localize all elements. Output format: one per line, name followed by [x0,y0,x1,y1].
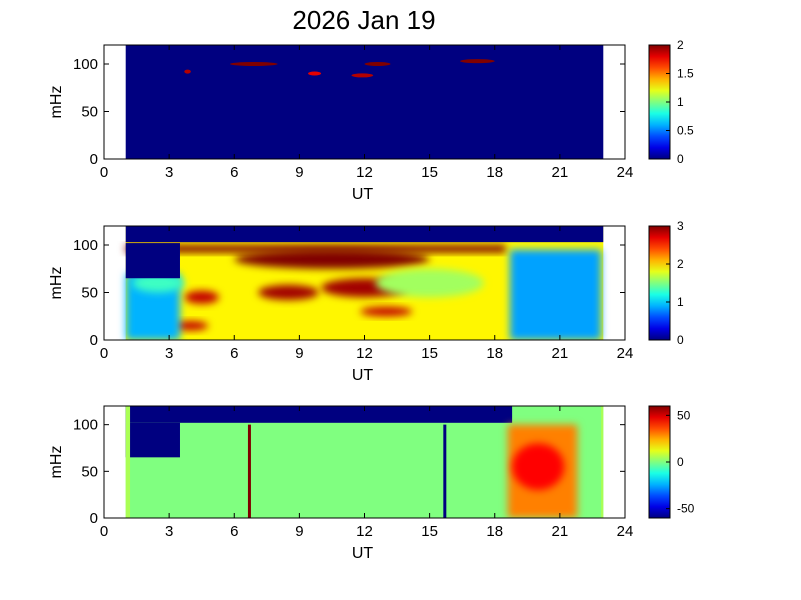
colorbar-tick-label: -50 [677,502,695,516]
feature-blob-6 [360,306,413,317]
heatmap-background [125,45,604,159]
feature-blob-4 [512,443,565,490]
colorbar-tick-label: 0 [677,333,684,347]
x-tick-label: 0 [100,164,108,181]
x-tick-label: 15 [421,345,438,362]
y-axis-label: mHz [48,86,65,119]
feature-blob-11 [375,268,484,298]
y-tick-label: 50 [81,285,98,302]
x-tick-label: 15 [421,523,438,540]
feature-streak-6 [308,71,322,76]
x-tick-label: 6 [230,523,238,540]
colorbar: 0 1 2 3 [648,219,684,347]
y-tick-label: 100 [73,417,98,434]
heatmap-2 [104,226,625,340]
y-tick-label: 50 [81,104,98,121]
x-tick-label: 18 [486,164,503,181]
feature-streak-1 [229,62,278,66]
x-tick-label: 3 [165,345,173,362]
colorbar: 0 0.5 1 1.5 2 [648,38,694,166]
feature-blob-2 [234,249,430,269]
colorbar: 50 0 -50 [648,405,695,519]
x-tick-label: 24 [617,164,634,181]
y-tick-label: 0 [90,510,98,527]
feature-gap-12 [125,226,604,243]
y-axis-label: mHz [48,267,65,300]
x-tick-label: 15 [421,164,438,181]
x-axis-label: UT [352,545,374,562]
panel-3: 0 3 6 9 12 15 18 21 24 0 50 100 UT mHz 50 0 -50 [48,405,695,562]
x-tick-label: 9 [295,345,303,362]
x-tick-label: 18 [486,345,503,362]
colorbar-tick-label: 0 [677,152,684,166]
x-tick-label: 9 [295,164,303,181]
x-tick-label: 6 [230,164,238,181]
x-tick-label: 12 [356,523,373,540]
x-tick-label: 0 [100,345,108,362]
x-axis-label: UT [352,367,374,384]
heatmap-1 [104,45,625,159]
colorbar-tick-label: 0.5 [677,124,694,138]
y-tick-label: 0 [90,151,98,168]
y-tick-label: 0 [90,332,98,349]
feature-blob-7 [173,321,209,331]
colorbar-tick-label: 2 [677,257,684,271]
x-tick-label: 3 [165,164,173,181]
colorbar-tick-label: 3 [677,219,684,233]
feature-gap-13 [125,243,180,279]
y-tick-label: 50 [81,463,98,480]
feature-streak-3 [351,73,374,78]
feature-streak-4 [460,59,495,64]
feature-edge-8 [601,406,604,518]
x-tick-label: 3 [165,523,173,540]
colorbar-tick-label: 50 [677,408,691,422]
feature-blob-5 [184,290,220,304]
heatmap-3 [104,406,625,518]
y-axis-label: mHz [48,446,65,479]
feature-edge-7 [125,406,131,518]
figure-title: 2026 Jan 19 [292,5,435,35]
feature-region-9 [509,249,602,340]
x-tick-label: 6 [230,345,238,362]
x-tick-label: 21 [552,345,569,362]
x-tick-label: 21 [552,164,569,181]
x-tick-label: 24 [617,523,634,540]
y-tick-label: 100 [73,56,98,73]
colorbar-tick-label: 1 [677,95,684,109]
x-tick-label: 0 [100,523,108,540]
x-tick-label: 18 [486,523,503,540]
colorbar-tick-label: 0 [677,455,684,469]
feature-streak-5 [184,69,191,74]
colorbar-tick-label: 2 [677,38,684,52]
x-axis-label: UT [352,186,374,203]
feature-streak-2 [364,62,391,66]
x-tick-label: 12 [356,164,373,181]
x-tick-label: 21 [552,523,569,540]
feature-gap-2 [125,422,180,458]
x-tick-label: 12 [356,345,373,362]
colorbar-tick-label: 1.5 [677,67,694,81]
feature-band-1 [125,245,506,253]
x-tick-label: 24 [617,345,634,362]
x-tick-label: 9 [295,523,303,540]
feature-gap-1 [125,406,513,423]
feature-blob-3 [258,284,319,301]
panel-1: 0 3 6 9 12 15 18 21 24 0 50 100 UT mHz 0 0.5 1 1.5 2 [48,38,694,203]
colorbar-tick-label: 1 [677,295,684,309]
y-tick-label: 100 [73,237,98,254]
